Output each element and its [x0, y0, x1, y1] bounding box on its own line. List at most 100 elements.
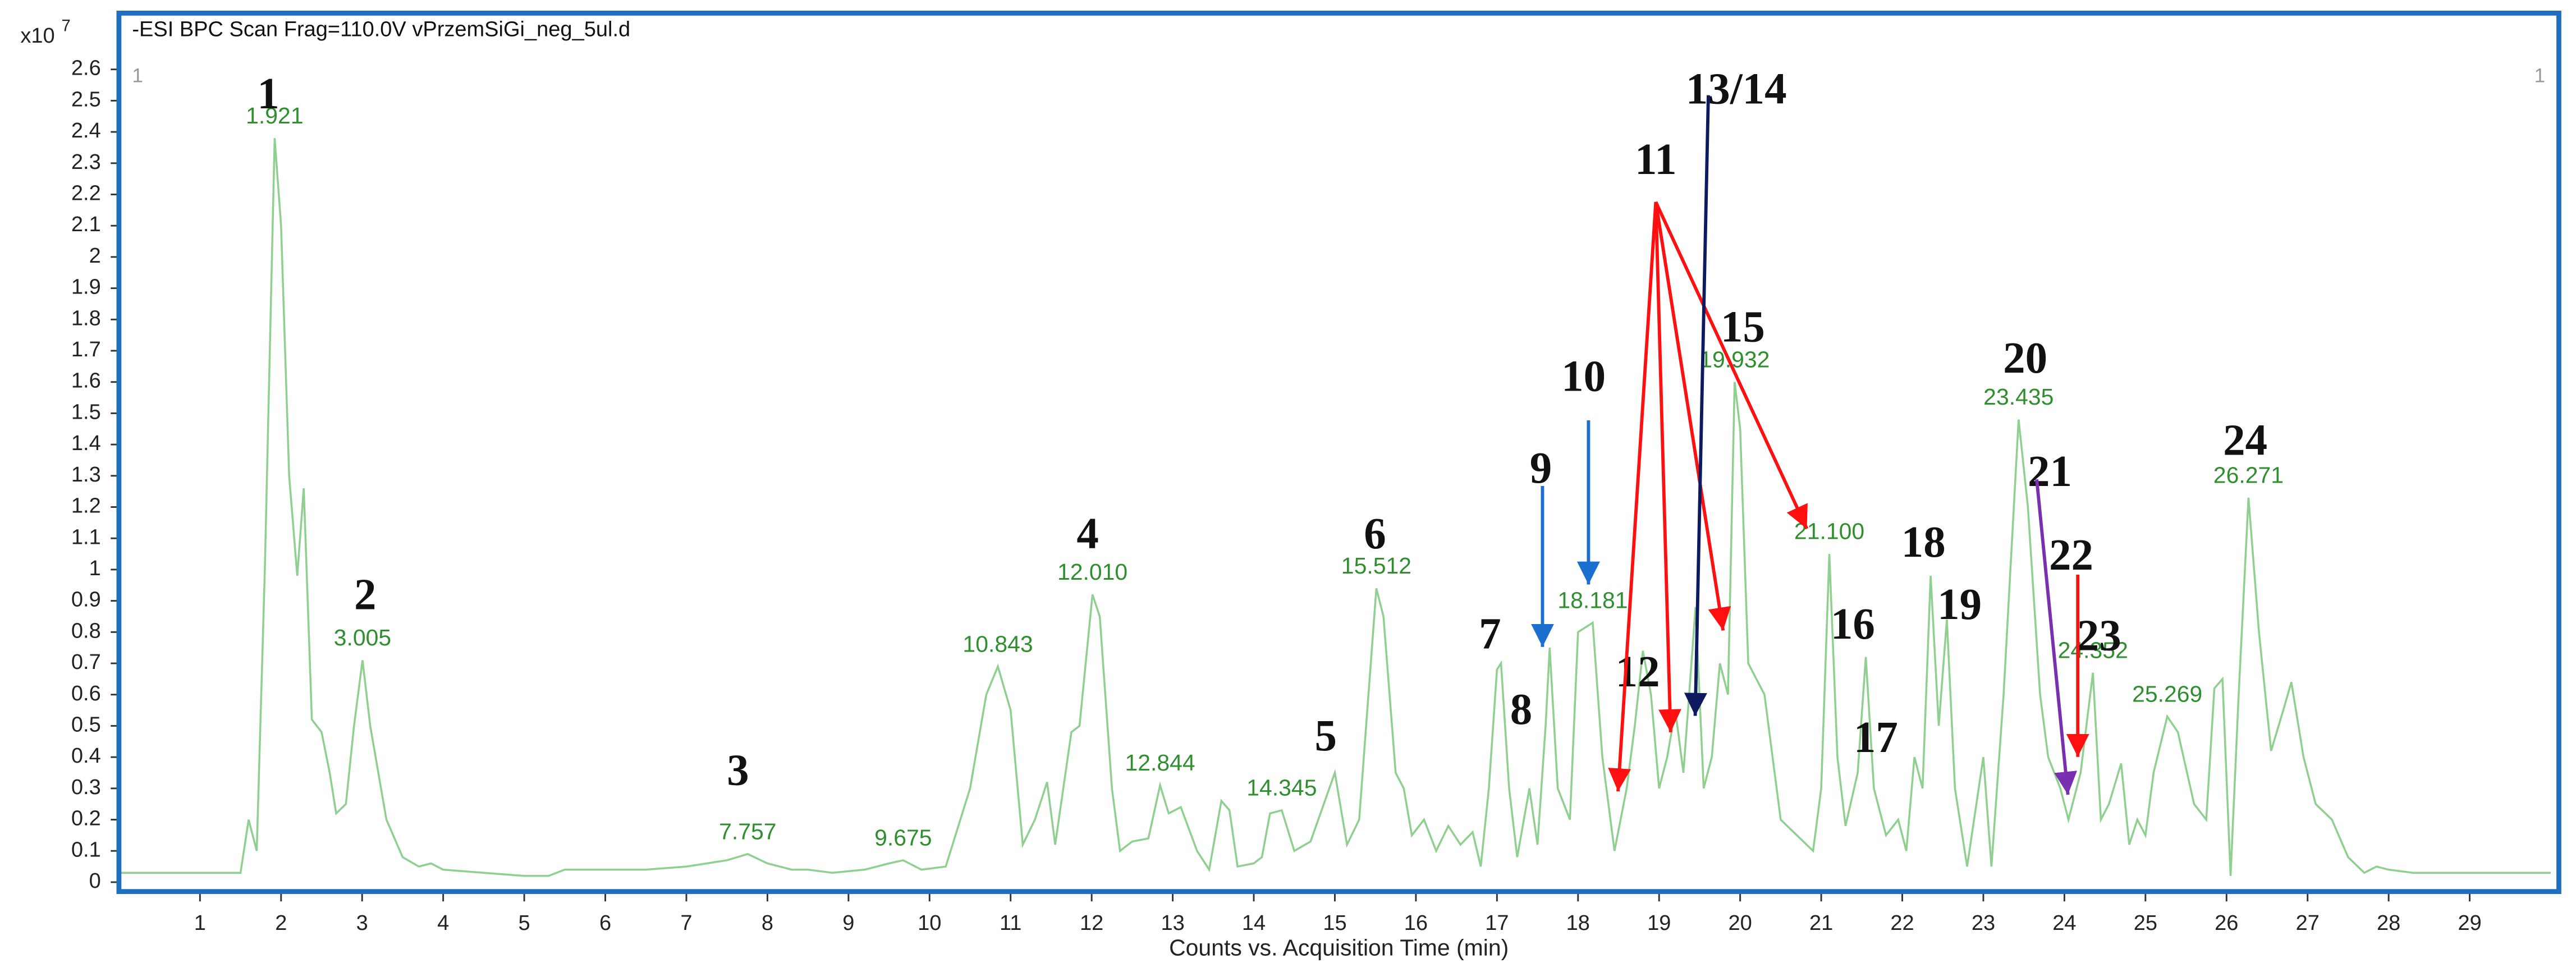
peak-number: 23: [2077, 612, 2121, 661]
peak-number: 24: [2223, 416, 2267, 465]
panel-marker: 1: [2534, 65, 2546, 86]
peak-number: 15: [1721, 303, 1765, 352]
x-tick-label: 1: [194, 911, 206, 935]
x-tick-label: 6: [599, 911, 611, 935]
peak-number: 9: [1530, 444, 1552, 493]
x-tick-label: 28: [2377, 911, 2400, 935]
y-tick-label: 2.5: [71, 88, 101, 111]
y-tick-label: 1.2: [71, 494, 101, 518]
peak-time-label: 18.181: [1557, 587, 1628, 613]
y-tick-label: 0.2: [71, 807, 101, 831]
peak-time-label: 23.435: [1983, 384, 2054, 410]
peak-number: 5: [1315, 712, 1337, 760]
peak-number: 22: [2049, 531, 2093, 580]
peak-number: 3: [727, 746, 749, 795]
peak-time-label: 10.843: [962, 631, 1033, 657]
x-tick-label: 7: [680, 911, 692, 935]
peak-number: 18: [1901, 518, 1946, 567]
arrow: [1654, 201, 1682, 732]
y-tick-label: 1: [89, 557, 101, 580]
y-tick-label: 2: [89, 244, 101, 268]
peak-number: 4: [1076, 510, 1099, 558]
x-tick-label: 17: [1485, 911, 1509, 935]
x-tick-label: 16: [1404, 911, 1428, 935]
peak-number: 7: [1479, 610, 1501, 659]
peak-time-label: 19.932: [1699, 346, 1770, 372]
x-tick-label: 5: [519, 911, 530, 935]
peak-number: 16: [1831, 600, 1875, 649]
y-tick-label: 1.9: [71, 276, 101, 299]
peak-number: 19: [1937, 580, 1982, 629]
y-tick-label: 0.4: [71, 744, 101, 768]
peak-time-label: 25.269: [2132, 681, 2202, 707]
chart-title: -ESI BPC Scan Frag=110.0V vPrzemSiGi_neg…: [132, 17, 630, 41]
x-tick-label: 26: [2215, 911, 2238, 935]
x-tick-label: 23: [1972, 911, 1995, 935]
y-tick-label: 2.6: [71, 57, 101, 80]
x-tick-label: 19: [1647, 911, 1671, 935]
trace-line: [118, 138, 2551, 877]
arrow: [2035, 479, 2078, 795]
peak-number: 8: [1510, 685, 1533, 734]
x-tick-label: 4: [437, 911, 449, 935]
peak-time-label: 7.757: [719, 818, 776, 844]
peak-number: 2: [354, 570, 377, 619]
peak-number: 21: [2028, 447, 2072, 496]
x-tick-label: 14: [1242, 911, 1266, 935]
arrow: [1608, 201, 1658, 792]
x-tick-label: 13: [1161, 911, 1184, 935]
y-tick-label: 0.8: [71, 619, 101, 643]
peak-time-label: 15.512: [1341, 553, 1411, 579]
peak-number: 1: [257, 70, 279, 118]
arrow: [1654, 201, 1731, 631]
x-tick-label: 27: [2296, 911, 2320, 935]
plot-frame: [116, 11, 2561, 895]
arrow: [1654, 201, 1809, 530]
y-multiplier-exponent: 7: [62, 17, 71, 35]
peak-time-label: 26.271: [2213, 462, 2284, 488]
x-tick-label: 12: [1080, 911, 1103, 935]
panel-marker: 1: [132, 65, 143, 86]
x-tick-label: 20: [1729, 911, 1752, 935]
y-tick-label: 1.1: [71, 525, 101, 549]
peak-time-label: 12.010: [1057, 559, 1127, 585]
y-tick-label: 0.6: [71, 682, 101, 705]
peak-number: 10: [1561, 352, 1606, 401]
y-tick-label: 1.6: [71, 369, 101, 393]
y-tick-label: 1.4: [71, 432, 101, 455]
y-tick-label: 0.7: [71, 650, 101, 674]
plot-area: 0 0.1 0.2 0.3 0.4 0.5 0.6 0.7 0.8 0.9 1 1.1 1.2 1.3 1.…: [71, 11, 2561, 935]
arrow: [1684, 95, 1710, 716]
x-tick-label: 22: [1890, 911, 1914, 935]
peak-time-label: 24.352: [2058, 637, 2128, 663]
y-tick-label: 0.5: [71, 713, 101, 736]
y-tick-label: 2.4: [71, 119, 101, 143]
peak-number: 12: [1616, 648, 1660, 696]
x-tick-label: 8: [762, 911, 773, 935]
peak-time-label: 14.345: [1246, 774, 1317, 800]
peak-time-label: 3.005: [334, 625, 391, 650]
y-tick-label: 1.5: [71, 400, 101, 424]
peak-number: 6: [1364, 510, 1386, 558]
y-tick-label: 2.3: [71, 150, 101, 174]
peak-number: 17: [1854, 713, 1898, 762]
x-tick-label: 15: [1323, 911, 1346, 935]
arrows: [1530, 95, 2089, 795]
y-tick-label: 2.1: [71, 213, 101, 236]
peak-time-label: 12.844: [1125, 750, 1195, 776]
peak-number: 13/14: [1686, 65, 1787, 113]
peak-number: 20: [2003, 334, 2047, 383]
x-tick-label: 29: [2458, 911, 2481, 935]
x-tick-label: 2: [275, 911, 287, 935]
x-axis-label: Counts vs. Acquisition Time (min): [1169, 935, 1509, 961]
x-tick-label: 18: [1566, 911, 1590, 935]
y-tick-label: 1.8: [71, 306, 101, 330]
y-multiplier-base: x10: [20, 24, 54, 48]
y-tick-label: 0: [89, 869, 101, 893]
x-tick-label: 25: [2134, 911, 2157, 935]
x-tick-label: 3: [356, 911, 368, 935]
y-tick-label: 2.2: [71, 182, 101, 205]
x-tick-label: 9: [842, 911, 854, 935]
y-tick-label: 1.3: [71, 463, 101, 487]
y-tick-label: 1.7: [71, 338, 101, 361]
